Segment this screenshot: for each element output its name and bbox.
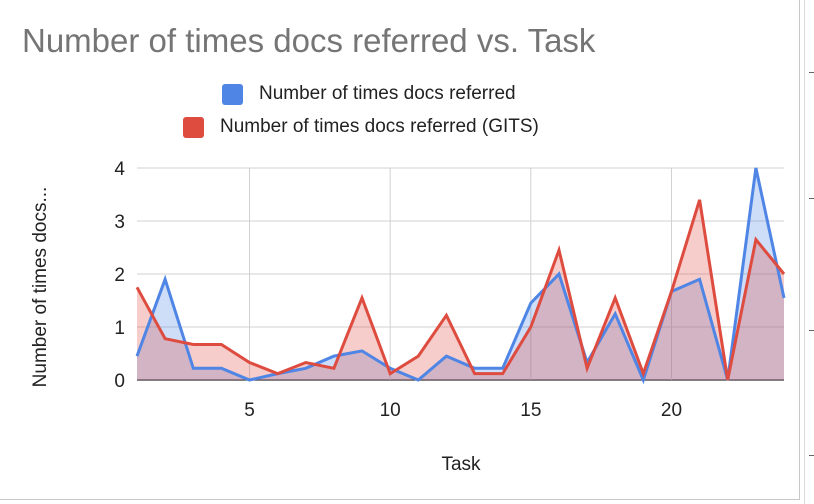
y-tick-label: 1 (114, 318, 125, 339)
y-tick-label: 3 (114, 212, 125, 233)
x-tick-label: 5 (244, 400, 255, 421)
x-tick-label: 10 (380, 400, 401, 421)
area-fill-series-1 (137, 168, 784, 380)
x-tick-label: 15 (520, 400, 541, 421)
adjacent-panel-tick (809, 455, 814, 456)
y-tick-label: 0 (114, 371, 125, 392)
adjacent-panel-edge (804, 0, 805, 504)
series-line-1 (135, 167, 786, 385)
y-axis-title: Number of times docs... (30, 187, 51, 388)
series-line-2 (135, 199, 786, 381)
chart-plot: 0 1 2 3 4 5 10 15 20 Task Number of times docs... (30, 159, 786, 475)
chart-frame (0, 0, 800, 500)
adjacent-panel-tick (809, 330, 814, 331)
y-tick-label: 4 (114, 159, 125, 180)
chart-title: Number of times docs referred vs. Task (22, 22, 596, 59)
area-fill-series-2 (137, 199, 784, 380)
adjacent-panel-tick (809, 198, 814, 199)
adjacent-panel-tick (809, 72, 814, 73)
x-tick-label: 20 (661, 400, 682, 421)
x-axis-title: Task (441, 454, 481, 475)
y-tick-label: 2 (114, 265, 125, 286)
